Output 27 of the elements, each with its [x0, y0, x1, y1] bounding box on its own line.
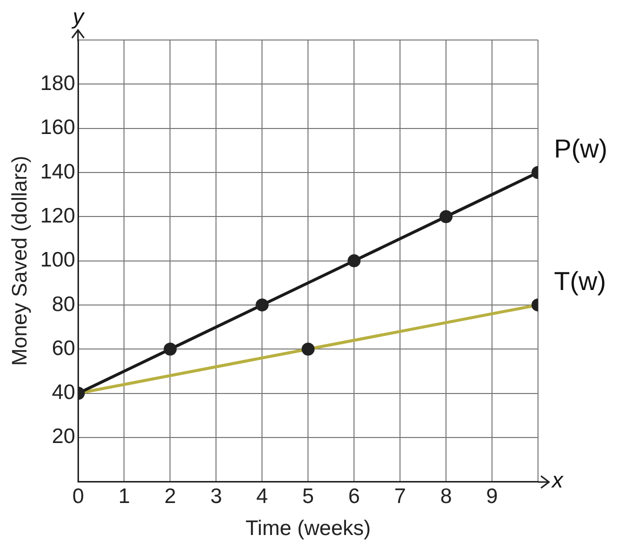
x-tick-label: 8: [440, 484, 452, 508]
y-tick-label: 120: [40, 204, 76, 228]
y-tick-label: 80: [52, 292, 76, 316]
series-label: P(w): [554, 134, 608, 164]
x-axis-title: Time (weeks): [246, 517, 371, 540]
x-tick-label: 6: [348, 484, 360, 508]
x-tick-label: 3: [210, 484, 222, 508]
x-tick-label: 9: [486, 484, 498, 508]
y-tick-label: 60: [52, 336, 76, 360]
text: y: [70, 4, 86, 30]
text: x: [551, 468, 564, 493]
point: [256, 298, 269, 312]
y-tick-label: 40: [52, 381, 76, 404]
x-tick-label: 7: [394, 484, 406, 508]
y-tick-label: 180: [40, 72, 76, 95]
x-tick-label: 5: [302, 484, 314, 508]
y-tick-label: 20: [52, 425, 76, 448]
x-tick-label: 2: [164, 484, 176, 508]
y-tick-label: 100: [40, 248, 76, 272]
x-tick-label: 1: [118, 484, 130, 508]
y-axis-title: Money Saved (dollars): [8, 156, 32, 366]
point: [348, 254, 361, 268]
y-tick-label: 160: [40, 116, 76, 140]
series-label: T(w): [554, 266, 606, 296]
y-tick-label: 140: [40, 160, 76, 184]
x-tick-label: 4: [256, 484, 268, 508]
x-tick-label: 0: [72, 484, 84, 508]
